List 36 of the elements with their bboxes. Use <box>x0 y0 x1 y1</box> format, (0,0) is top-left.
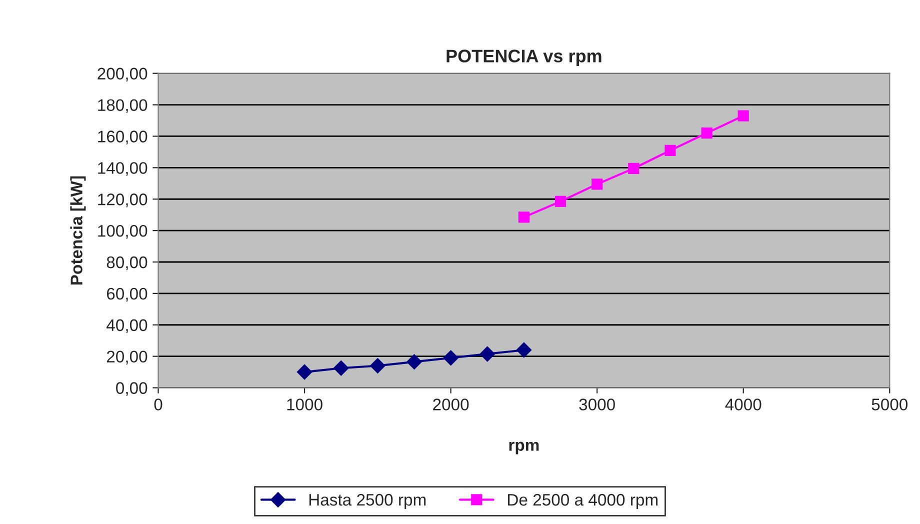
point <box>406 354 422 370</box>
y-tick-label: 100,00 <box>98 224 148 239</box>
y-tick-label: 120,00 <box>98 194 148 208</box>
point <box>701 128 712 139</box>
y-tick-label: 80,00 <box>106 256 148 270</box>
point <box>296 364 312 380</box>
x-tick-label: 5000 <box>872 398 908 410</box>
y-tick-label: 180,00 <box>98 99 148 113</box>
point <box>738 110 749 122</box>
x-tick-label: 3000 <box>579 398 615 410</box>
y-tick-label: 60,00 <box>106 288 148 302</box>
y-tick-label: 20,00 <box>106 350 148 364</box>
point <box>516 342 532 358</box>
y-tick-label: 140,00 <box>98 162 148 176</box>
y-tick-label: 0,00 <box>116 382 148 396</box>
legend-label: Hasta 2500 rpm <box>309 494 426 509</box>
point <box>592 178 603 190</box>
x-axis-title: rpm <box>509 442 539 454</box>
point <box>480 346 495 362</box>
point <box>518 212 530 223</box>
x-tick-label: 2000 <box>433 398 469 410</box>
legend-label: De 2500 a 4000 rpm <box>508 494 658 509</box>
x-tick-label: 1000 <box>287 398 322 410</box>
x-tick-label: 0 <box>154 398 162 410</box>
point <box>664 144 676 156</box>
point <box>370 358 386 374</box>
chart-title: POTENCIA vs rpm <box>446 50 602 66</box>
y-axis-title: Potencia [kW] <box>70 176 86 285</box>
point <box>334 360 349 376</box>
point <box>443 350 458 366</box>
x-tick-label: 4000 <box>725 398 762 410</box>
y-tick-label: 200,00 <box>98 68 148 82</box>
y-tick-label: 40,00 <box>106 319 148 334</box>
point <box>628 162 640 174</box>
point <box>554 196 566 208</box>
y-tick-label: 160,00 <box>98 130 148 144</box>
